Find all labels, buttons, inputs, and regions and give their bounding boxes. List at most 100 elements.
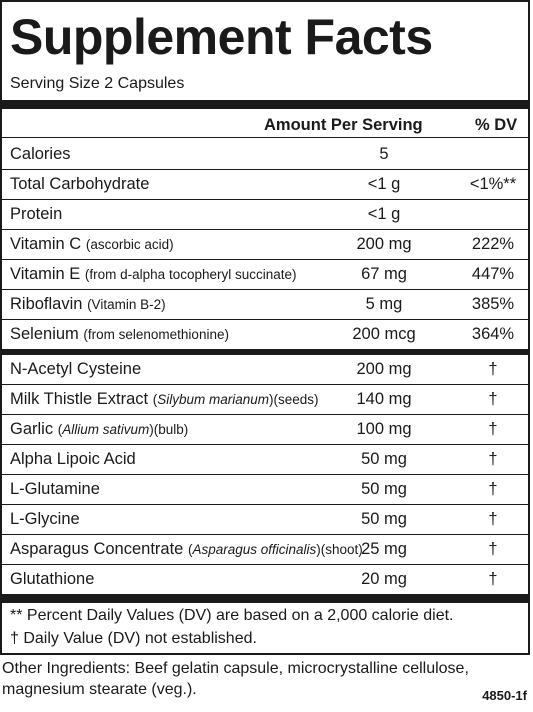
nutrient-dv: 385% [471, 295, 515, 313]
source-open: ( [152, 392, 158, 407]
ingredient-dv: † [488, 510, 498, 528]
ingredient-row: Alpha Lipoic Acid 50 mg † [2, 445, 528, 475]
ingredient-dv: † [488, 390, 498, 408]
nutrient-name: Vitamin C (ascorbic acid) [10, 230, 174, 259]
nutrient-amount: 200 mcg [352, 325, 416, 343]
ingredient-label: L-Glycine [10, 510, 80, 528]
ingredient-label: Glutathione [10, 570, 95, 588]
botanical-name: Allium sativum [62, 422, 150, 437]
ingredient-row: Asparagus Concentrate (Asparagus officin… [2, 535, 528, 565]
nutrient-amount: 5 [379, 145, 389, 163]
column-header-row: Amount Per Serving % DV [2, 112, 528, 138]
other-ingredients: Other Ingredients: Beef gelatin capsule,… [2, 660, 469, 698]
ingredient-name: Asparagus Concentrate (Asparagus officin… [10, 535, 363, 564]
source-open: ( [57, 422, 63, 437]
ingredient-name: L-Glutamine [10, 475, 100, 504]
ingredient-name: Milk Thistle Extract (Silybum marianum)(… [10, 385, 319, 414]
nutrient-source: (Vitamin B-2) [87, 297, 166, 312]
nutrient-name: Riboflavin (Vitamin B-2) [10, 290, 166, 319]
ingredient-source: (Asparagus officinalis)(shoot) [188, 542, 363, 557]
nutrient-dv: 447% [471, 265, 515, 283]
ingredient-dv: † [488, 540, 498, 558]
ingredient-amount: 50 mg [361, 480, 407, 498]
nutrient-amount: 5 mg [365, 295, 403, 313]
nutrient-dv: 364% [471, 325, 515, 343]
ingredient-label: N-Acetyl Cysteine [10, 360, 142, 378]
nutrient-label: Vitamin E [10, 265, 81, 283]
ingredient-amount: 200 mg [356, 360, 412, 378]
ingredient-name: Alpha Lipoic Acid [10, 445, 136, 474]
source-part: )(seeds) [269, 392, 319, 407]
nutrient-dv: 222% [471, 235, 515, 253]
nutrient-label: Protein [10, 205, 63, 223]
ingredient-dv: † [488, 360, 498, 378]
nutrient-row: Total Carbohydrate <1 g <1%** [2, 170, 528, 200]
nutrient-name: Total Carbohydrate [10, 170, 149, 199]
supplement-facts-panel: Supplement Facts Serving Size 2 Capsules… [0, 0, 530, 655]
ingredient-label: Garlic [10, 420, 54, 438]
nutrient-label: Calories [10, 145, 71, 163]
nutrient-label: Vitamin C [10, 235, 82, 253]
ingredient-label: Alpha Lipoic Acid [10, 450, 136, 468]
thick-divider-bottom [2, 594, 528, 603]
nutrient-source: (from selenomethionine) [83, 327, 229, 342]
ingredient-dv: † [488, 420, 498, 438]
ingredient-amount: 50 mg [361, 450, 407, 468]
source-part: )(bulb) [149, 422, 189, 437]
ingredient-name: L-Glycine [10, 505, 80, 534]
nutrient-source: (from d-alpha tocopheryl succinate) [84, 267, 297, 282]
source-part: )(shoot) [316, 542, 363, 557]
ingredient-amount: 20 mg [361, 570, 407, 588]
nutrient-row: Protein <1 g [2, 200, 528, 230]
ingredient-amount: 50 mg [361, 510, 407, 528]
ingredient-label: Milk Thistle Extract [10, 390, 149, 408]
nutrient-name: Vitamin E (from d-alpha tocopheryl succi… [10, 260, 297, 289]
nutrient-label: Selenium [10, 325, 79, 343]
nutrient-row: Riboflavin (Vitamin B-2) 5 mg 385% [2, 290, 528, 320]
nutrient-name: Calories [10, 140, 71, 169]
botanical-name: Asparagus officinalis [192, 542, 317, 557]
nutrient-amount: <1 g [367, 205, 401, 223]
serving-size: Serving Size 2 Capsules [10, 75, 185, 92]
nutrient-row: Calories 5 [2, 140, 528, 170]
product-code: 4850-1f [482, 688, 527, 703]
nutrient-source: (ascorbic acid) [85, 237, 174, 252]
botanical-name: Silybum marianum [157, 392, 270, 407]
ingredient-dv: † [488, 570, 498, 588]
medium-divider [2, 349, 528, 355]
nutrient-name: Selenium (from selenomethionine) [10, 320, 229, 349]
nutrient-name: Protein [10, 200, 62, 229]
ingredient-source: (Allium sativum)(bulb) [58, 422, 189, 437]
ingredient-dv: † [488, 450, 498, 468]
ingredient-label: Asparagus Concentrate [10, 540, 184, 558]
ingredient-row: N-Acetyl Cysteine 200 mg † [2, 355, 528, 385]
dagger-footnote: † Daily Value (DV) not established. [10, 630, 257, 647]
ingredient-name: N-Acetyl Cysteine [10, 355, 141, 384]
panel-title: Supplement Facts [10, 9, 433, 65]
ingredient-dv: † [488, 480, 498, 498]
ingredient-row: L-Glutamine 50 mg † [2, 475, 528, 505]
nutrient-row: Vitamin E (from d-alpha tocopheryl succi… [2, 260, 528, 290]
nutrient-amount: 200 mg [356, 235, 412, 253]
ingredient-label: L-Glutamine [10, 480, 100, 498]
ingredient-name: Garlic (Allium sativum)(bulb) [10, 415, 188, 444]
ingredient-amount: 140 mg [356, 390, 412, 408]
ingredient-amount: 25 mg [361, 540, 407, 558]
dv-header: % DV [475, 116, 518, 134]
ingredient-row: Milk Thistle Extract (Silybum marianum)(… [2, 385, 528, 415]
source-open: ( [187, 542, 193, 557]
ingredient-row: L-Glycine 50 mg † [2, 505, 528, 535]
ingredient-row: Garlic (Allium sativum)(bulb) 100 mg † [2, 415, 528, 445]
ingredient-name: Glutathione [10, 565, 94, 594]
nutrient-amount: <1 g [367, 175, 401, 193]
nutrient-row: Vitamin C (ascorbic acid) 200 mg 222% [2, 230, 528, 260]
thick-divider [2, 100, 528, 109]
nutrient-amount: 67 mg [361, 265, 407, 283]
nutrient-row: Selenium (from selenomethionine) 200 mcg 3… [2, 320, 528, 350]
nutrient-label: Riboflavin [10, 295, 83, 313]
nutrient-label: Total Carbohydrate [10, 175, 150, 193]
ingredient-source: (Silybum marianum)(seeds) [153, 392, 319, 407]
dv-footnote: ** Percent Daily Values (DV) are based o… [10, 607, 454, 624]
amount-header: Amount Per Serving [264, 116, 423, 134]
ingredient-row: Glutathione 20 mg † [2, 565, 528, 595]
